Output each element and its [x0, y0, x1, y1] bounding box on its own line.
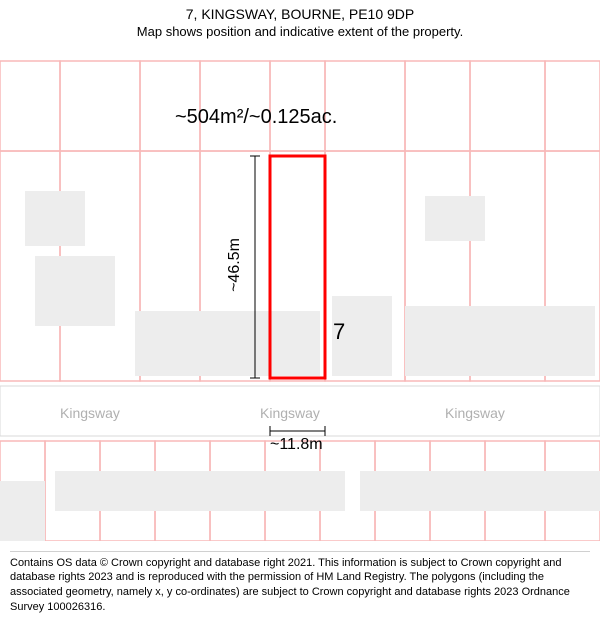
map-area: ~504m²/~0.125ac. ~46.5m ~11.8m 7 Kingswa…: [0, 41, 600, 541]
page-title: 7, KINGSWAY, BOURNE, PE10 9DP: [20, 6, 580, 22]
house-number-label: 7: [333, 319, 345, 345]
street-label-3: Kingsway: [445, 405, 505, 421]
header: 7, KINGSWAY, BOURNE, PE10 9DP Map shows …: [0, 0, 600, 41]
footer: Contains OS data © Crown copyright and d…: [0, 545, 600, 625]
copyright-text: Contains OS data © Crown copyright and d…: [10, 556, 590, 615]
page-subtitle: Map shows position and indicative extent…: [20, 24, 580, 39]
street-label-2: Kingsway: [260, 405, 320, 421]
area-measurement-label: ~504m²/~0.125ac.: [175, 106, 337, 129]
horizontal-dimension-label: ~11.8m: [270, 436, 323, 454]
vertical-dimension-label: ~46.5m: [226, 238, 244, 292]
footer-divider: [10, 551, 590, 552]
street-label-1: Kingsway: [60, 405, 120, 421]
